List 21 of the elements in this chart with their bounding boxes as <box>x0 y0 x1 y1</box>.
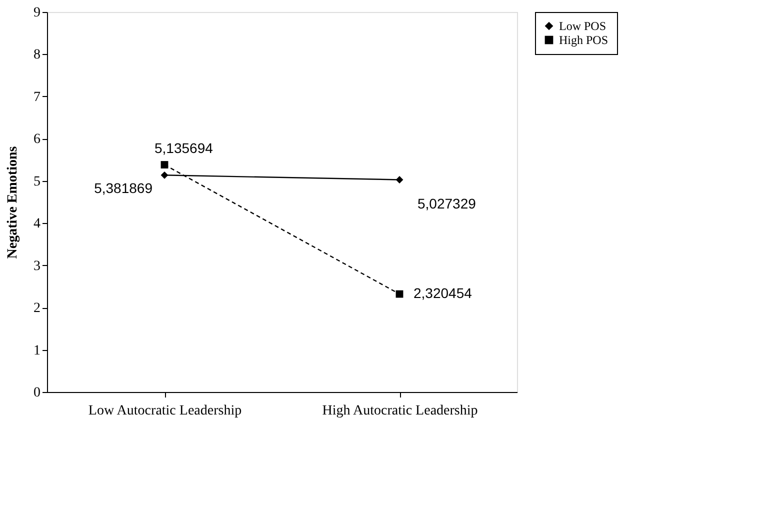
data-label: 5,135694 <box>154 140 214 156</box>
legend-label: Low POS <box>559 19 606 33</box>
data-label: 5,381869 <box>94 180 153 196</box>
y-tick-label: 5 <box>34 174 40 190</box>
y-tick-label: 3 <box>34 258 40 274</box>
y-tick-label: 7 <box>34 90 40 105</box>
y-axis-title: Negative Emotions <box>6 146 20 259</box>
x-tick-label: Low Autocratic Leadership <box>88 404 242 418</box>
point <box>160 171 168 179</box>
y-tick-label: 6 <box>34 132 40 148</box>
y-tick-label: 8 <box>34 48 40 63</box>
y-tick-label: 2 <box>34 301 40 316</box>
x-tick-label: High Autocratic Leadership <box>322 404 478 418</box>
data-label: 5,027329 <box>418 196 476 212</box>
y-tick-label: 9 <box>34 6 40 20</box>
y-tick-label: 4 <box>34 216 40 232</box>
legend-label: High POS <box>559 33 608 47</box>
y-tick-label: 0 <box>34 386 40 400</box>
data-label: 2,320454 <box>414 285 472 302</box>
point <box>160 161 168 168</box>
y-tick-label: 1 <box>34 343 40 358</box>
